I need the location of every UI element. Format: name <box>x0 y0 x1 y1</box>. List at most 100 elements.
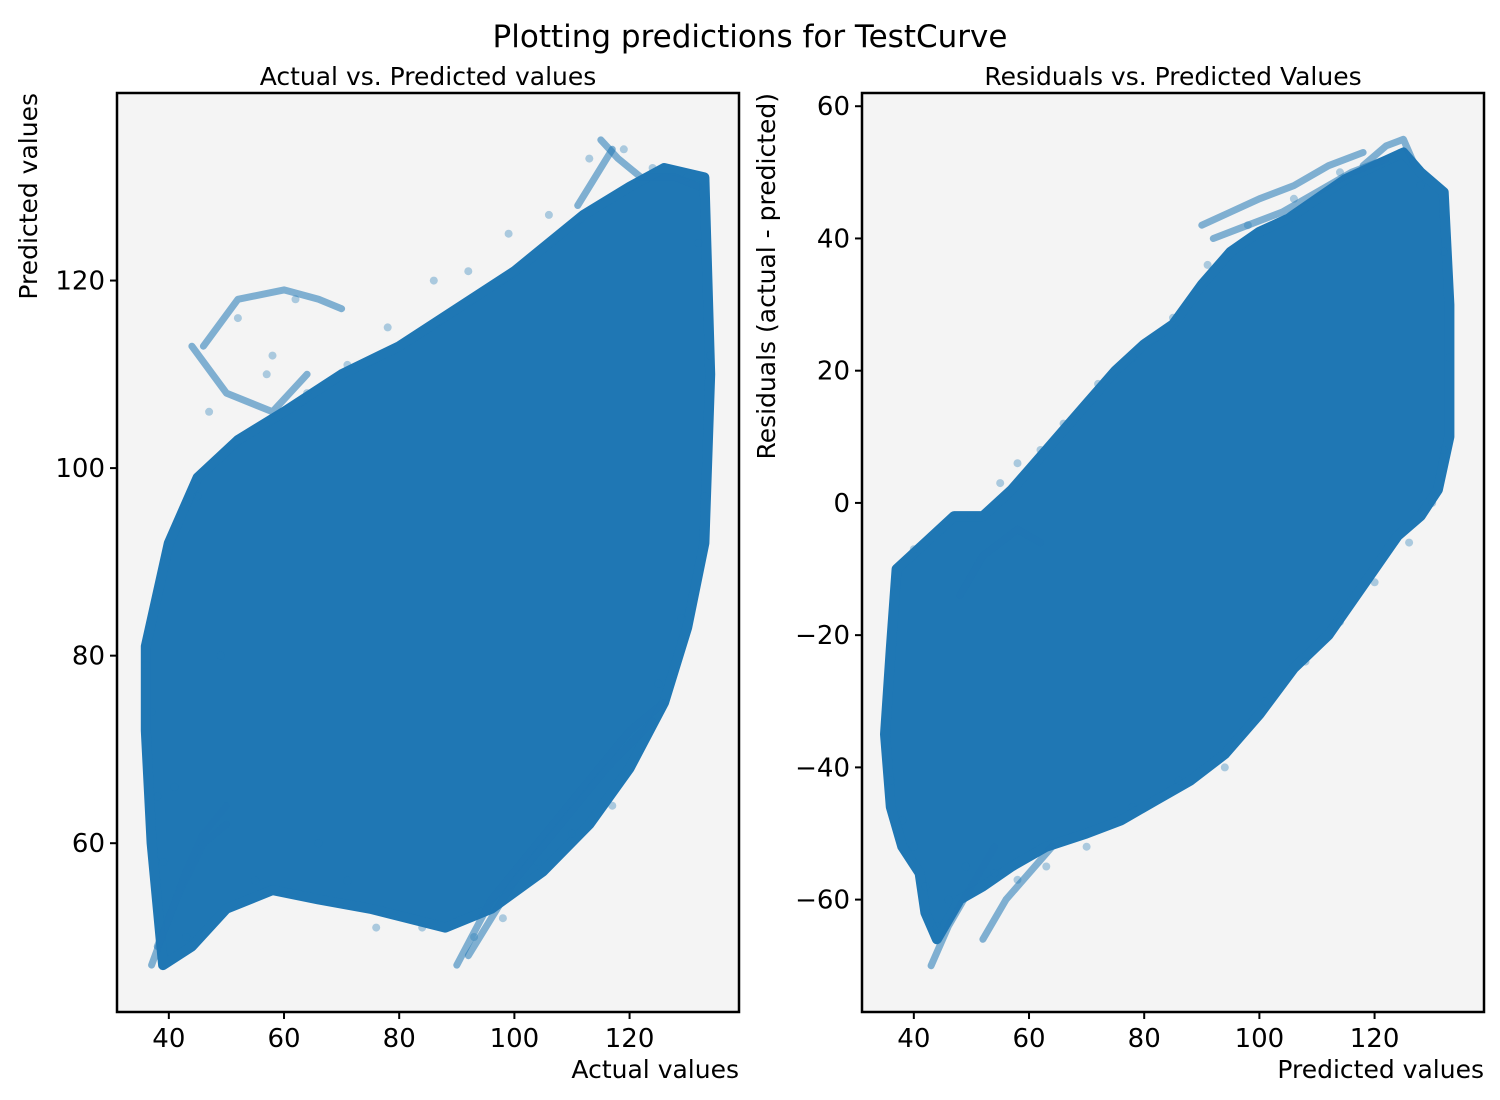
right-scatter-trail-5 <box>956 525 1044 599</box>
left-scatter-point-2 <box>153 792 162 801</box>
right-scatter-point-39 <box>892 578 901 587</box>
right-scatter-point-4 <box>932 922 941 931</box>
right-scatter-point-21 <box>1445 353 1454 362</box>
left-scatter-point-22 <box>654 679 663 688</box>
right-scatter-point-16 <box>1336 617 1344 626</box>
right-scatter-point-13 <box>1220 763 1229 772</box>
left-scatter-point-31 <box>544 210 553 219</box>
left-scatter-point-29 <box>619 145 628 154</box>
right-scatter-point-1 <box>898 816 907 825</box>
left-x-tick-label-120: 120 <box>605 1024 655 1054</box>
left-scatter-point-8 <box>216 651 225 660</box>
left-scatter-point-27 <box>683 173 692 182</box>
right-x-tick-label-100: 100 <box>1235 1024 1285 1054</box>
left-scatter-point-3 <box>159 858 168 866</box>
right-scatter-point-6 <box>961 862 970 871</box>
right-scatter-point-30 <box>1128 353 1137 362</box>
right-scatter-trail-0 <box>1198 149 1367 229</box>
right-y-tick-label--40: −40 <box>795 753 850 783</box>
right-scatter-point-12 <box>1174 776 1183 785</box>
right-scatter-point-9 <box>1042 862 1051 871</box>
left-y-tick-label-100: 100 <box>55 454 105 484</box>
right-scatter-point-3 <box>921 882 930 891</box>
right-x-tick-label-80: 80 <box>1128 1024 1161 1054</box>
left-scatter-panel: Actual vs. Predicted values 40 60 80 100 120… <box>14 62 741 1084</box>
right-scatter-point-34 <box>1013 459 1022 468</box>
right-scatter-point-33 <box>1036 446 1045 454</box>
right-panel-title: Residuals vs. Predicted Values <box>984 62 1361 91</box>
left-scatter-point-10 <box>251 876 260 885</box>
left-scatter-point-13 <box>314 839 323 848</box>
left-scatter-point-19 <box>533 858 542 866</box>
right-scatter-trail-4 <box>1359 135 1419 170</box>
right-scatter-point-25 <box>1336 168 1344 177</box>
right-scatter-point-26 <box>1289 194 1298 203</box>
right-plot-frame <box>860 91 1486 1014</box>
right-y-tick-label-40: 40 <box>817 224 850 254</box>
left-x-axis-label: Actual values <box>571 1055 739 1084</box>
left-scatter-point-28 <box>648 164 657 172</box>
left-scatter-point-26 <box>694 239 703 247</box>
right-scatter-point-38 <box>909 545 918 554</box>
left-scatter-trail-7 <box>574 145 616 209</box>
left-scatter-point-14 <box>343 876 352 885</box>
left-scatter-trail-1 <box>153 820 230 950</box>
left-y-tick-label-80: 80 <box>72 642 105 672</box>
left-scatter-trail-3 <box>464 717 657 960</box>
right-scatter-point-24 <box>1387 155 1396 164</box>
right-scatter-point-15 <box>1301 657 1310 666</box>
left-scatter-point-9 <box>233 314 242 323</box>
left-scatter-trail-4 <box>199 286 346 350</box>
right-y-tick-label-60: 60 <box>817 92 850 122</box>
right-y-tick-label-0: 0 <box>833 489 850 519</box>
right-scatter-point-37 <box>938 525 947 534</box>
left-scatter-point-35 <box>383 323 392 332</box>
right-scatter-trail-2 <box>927 843 998 970</box>
left-x-tick-label-100: 100 <box>490 1024 540 1054</box>
left-x-tick-label-40: 40 <box>152 1024 185 1054</box>
left-panel-title: Actual vs. Predicted values <box>260 62 597 91</box>
left-scatter-point-16 <box>418 923 427 932</box>
left-y-ticks: 60 80 100 120 <box>55 267 117 859</box>
right-scatter-point-22 <box>1439 247 1448 256</box>
right-x-tick-label-60: 60 <box>1012 1024 1045 1054</box>
left-scatter-point-38 <box>262 370 271 379</box>
right-scatter-point-17 <box>1370 578 1379 587</box>
right-y-tick-label--20: −20 <box>795 621 850 651</box>
right-x-axis-label: Predicted values <box>1277 1055 1484 1084</box>
left-scatter-point-0 <box>141 661 150 669</box>
left-scatter-point-37 <box>303 389 312 398</box>
right-scatter-point-0 <box>886 776 895 785</box>
right-scatter-point-14 <box>1261 697 1270 706</box>
left-scatter-point-30 <box>585 154 594 163</box>
left-scatter-point-24 <box>700 492 709 501</box>
left-x-ticks: 40 60 80 100 120 <box>152 1012 654 1054</box>
left-scatter-point-4 <box>170 782 179 791</box>
right-x-tick-label-40: 40 <box>897 1024 930 1054</box>
left-x-tick-label-80: 80 <box>383 1024 416 1054</box>
right-scatter-point-23 <box>1416 181 1425 190</box>
right-y-tick-label--60: −60 <box>795 886 850 916</box>
right-scatter-point-7 <box>990 869 999 878</box>
right-x-tick-label-120: 120 <box>1350 1024 1400 1054</box>
right-scatter-point-11 <box>1128 803 1137 811</box>
left-scatter-point-6 <box>193 492 202 501</box>
right-y-tick-label-20: 20 <box>817 357 850 387</box>
right-scatter-point-28 <box>1203 260 1212 269</box>
right-scatter-point-36 <box>967 512 976 521</box>
left-scatter-marks <box>140 136 716 971</box>
right-scatter-point-20 <box>1439 446 1448 454</box>
left-scatter-point-32 <box>504 229 513 238</box>
left-scatter-trail-2 <box>453 699 668 969</box>
right-scatter-trail-1 <box>1209 155 1390 242</box>
right-scatter-panel: Residuals vs. Predicted Values 40 60 80 100… <box>752 62 1486 1084</box>
right-scatter-point-2 <box>909 842 918 851</box>
right-scatter-marks <box>880 135 1455 970</box>
left-scatter-point-18 <box>498 914 507 923</box>
right-scatter-point-32 <box>1059 419 1068 428</box>
left-plot-frame <box>115 91 741 1014</box>
left-scatter-point-15 <box>372 923 381 932</box>
left-scatter-point-17 <box>470 933 479 941</box>
left-scatter-point-5 <box>182 933 191 941</box>
